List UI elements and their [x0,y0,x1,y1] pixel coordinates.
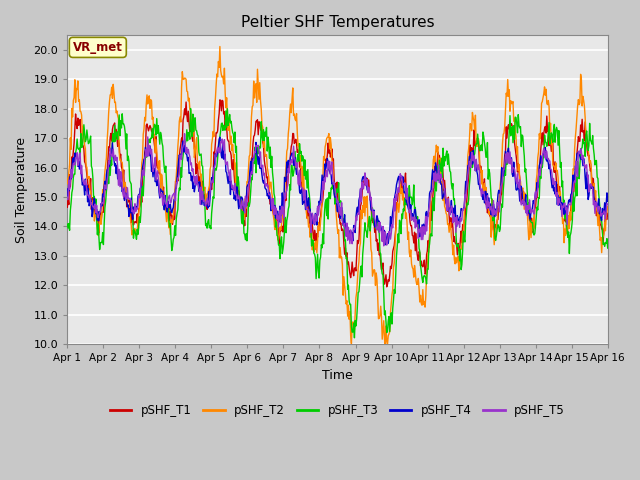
Line: pSHF_T2: pSHF_T2 [67,47,608,345]
pSHF_T3 [213,163,221,169]
pSHF_T3 [73,136,81,142]
pSHF_T2 [381,342,389,348]
pSHF_T3 [184,138,191,144]
Line: pSHF_T1: pSHF_T1 [67,100,608,287]
pSHF_T5 [213,147,221,153]
Line: pSHF_T3: pSHF_T3 [67,108,608,338]
pSHF_T4 [420,230,428,236]
pSHF_T2 [212,82,220,88]
pSHF_T3 [404,197,412,203]
pSHF_T1 [212,130,220,135]
pSHF_T5 [604,201,612,207]
pSHF_T2 [129,228,136,234]
pSHF_T1 [604,210,612,216]
Legend: pSHF_T1, pSHF_T2, pSHF_T3, pSHF_T4, pSHF_T5: pSHF_T1, pSHF_T2, pSHF_T3, pSHF_T4, pSHF… [106,399,570,421]
pSHF_T4 [216,134,224,140]
pSHF_T4 [212,154,220,160]
pSHF_T5 [380,243,388,249]
pSHF_T4 [184,158,191,164]
pSHF_T3 [604,245,612,251]
pSHF_T5 [180,131,188,137]
pSHF_T2 [63,175,71,181]
pSHF_T5 [63,197,71,203]
pSHF_T2 [420,299,428,304]
pSHF_T1 [383,284,390,290]
pSHF_T1 [404,202,412,207]
pSHF_T4 [129,216,136,222]
pSHF_T2 [404,229,412,235]
pSHF_T2 [184,89,191,95]
pSHF_T3 [129,213,136,219]
X-axis label: Time: Time [322,369,353,382]
pSHF_T4 [604,199,612,204]
pSHF_T5 [404,202,412,208]
pSHF_T5 [73,150,81,156]
pSHF_T5 [420,226,428,232]
Title: Peltier SHF Temperatures: Peltier SHF Temperatures [241,15,435,30]
pSHF_T3 [420,273,428,278]
pSHF_T1 [129,210,136,216]
pSHF_T2 [216,44,224,49]
pSHF_T3 [187,106,195,111]
pSHF_T5 [129,207,136,213]
pSHF_T3 [63,221,71,227]
pSHF_T2 [604,204,612,209]
Line: pSHF_T4: pSHF_T4 [67,137,608,245]
pSHF_T2 [73,87,81,93]
pSHF_T4 [381,242,389,248]
pSHF_T1 [420,257,428,263]
Text: VR_met: VR_met [73,41,123,54]
pSHF_T4 [63,193,71,199]
Y-axis label: Soil Temperature: Soil Temperature [15,137,28,242]
pSHF_T4 [73,153,81,159]
Line: pSHF_T5: pSHF_T5 [67,134,608,246]
pSHF_T4 [404,206,412,212]
pSHF_T1 [216,97,224,103]
pSHF_T5 [184,146,192,152]
pSHF_T3 [351,335,358,341]
pSHF_T1 [63,204,71,210]
pSHF_T1 [184,119,191,124]
pSHF_T1 [73,126,81,132]
